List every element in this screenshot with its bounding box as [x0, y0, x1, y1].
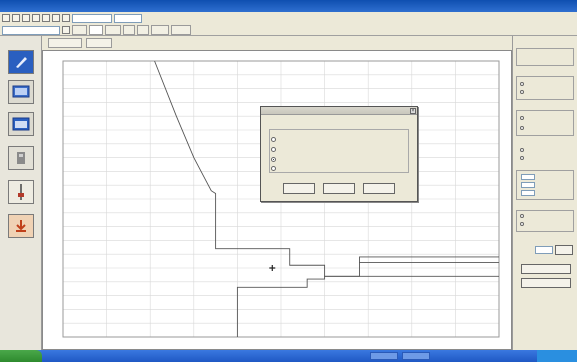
- dialog-option-3[interactable]: [271, 157, 279, 162]
- toolbar-tab-5[interactable]: [137, 25, 150, 35]
- options-dialog: ×: [260, 106, 418, 202]
- taskbar-item[interactable]: [370, 352, 398, 360]
- window-icon: [12, 117, 30, 131]
- close-icon[interactable]: ×: [410, 107, 416, 114]
- panel-group-1: [516, 48, 574, 66]
- panel-value-field[interactable]: [521, 182, 535, 188]
- dialog-titlebar: ×: [261, 107, 417, 115]
- toolbar-row-bottom: [2, 25, 192, 35]
- toolbar-tab-6[interactable]: [151, 25, 169, 35]
- device-icon: [17, 152, 25, 164]
- main-toolbar: [0, 12, 577, 36]
- toolbar-combo-secondary[interactable]: [114, 13, 142, 23]
- dialog-option-2[interactable]: [271, 147, 279, 152]
- open-icon[interactable]: [12, 14, 20, 22]
- panel-group-6: [516, 210, 574, 232]
- doc-tab-1[interactable]: [48, 38, 82, 48]
- project-selector[interactable]: [2, 25, 60, 35]
- panel-action-button[interactable]: [521, 264, 571, 274]
- zoom-icon[interactable]: [42, 14, 50, 22]
- cursor-marker-icon: [269, 265, 276, 271]
- toolbar-tab-1[interactable]: [72, 25, 87, 35]
- help-icon[interactable]: [62, 14, 70, 22]
- toolbar-row-top: [2, 13, 142, 23]
- toolbar-tab-4[interactable]: [122, 25, 136, 35]
- curve-series-3: [236, 275, 499, 337]
- doc-tab-2[interactable]: [86, 38, 112, 48]
- radio-icon: [271, 137, 276, 142]
- dropdown-icon[interactable]: [62, 26, 70, 34]
- radio-selected-icon: [271, 157, 276, 162]
- monitor-tool-button[interactable]: [8, 80, 34, 104]
- dialog-ok-button[interactable]: [283, 183, 315, 194]
- taskbar: [0, 350, 577, 362]
- radio-icon[interactable]: [520, 214, 524, 218]
- refresh-icon[interactable]: [52, 14, 60, 22]
- probe-tool-button[interactable]: [8, 180, 34, 204]
- radio-icon[interactable]: [520, 148, 524, 152]
- pen-icon: [16, 57, 27, 68]
- panel-group-5: [516, 170, 574, 200]
- panel-group-3: [516, 110, 574, 136]
- panel-value-field[interactable]: [521, 190, 535, 196]
- panel-action-button-2[interactable]: [521, 278, 571, 288]
- dialog-help-button[interactable]: [363, 183, 395, 194]
- radio-icon[interactable]: [520, 126, 524, 130]
- radio-icon[interactable]: [520, 90, 524, 94]
- save-icon[interactable]: [22, 14, 30, 22]
- taskbar-item[interactable]: [402, 352, 430, 360]
- start-button[interactable]: [0, 350, 42, 362]
- properties-panel: [512, 36, 577, 350]
- panel-apply-button[interactable]: [555, 245, 573, 255]
- dialog-option-1[interactable]: [271, 137, 279, 142]
- plot-frame: [62, 60, 500, 338]
- curve-series-2: [359, 256, 499, 263]
- chart-canvas[interactable]: [42, 50, 512, 350]
- dialog-cancel-button[interactable]: [323, 183, 355, 194]
- radio-icon: [271, 166, 276, 171]
- document-tab-strip: [42, 36, 512, 50]
- dialog-options-group: [269, 129, 409, 173]
- radio-icon: [271, 147, 276, 152]
- print-icon[interactable]: [32, 14, 40, 22]
- radio-icon[interactable]: [520, 82, 524, 86]
- radio-icon[interactable]: [520, 222, 524, 226]
- tool-panel: [0, 36, 42, 350]
- download-tool-button[interactable]: [8, 214, 34, 238]
- toolbar-tab-2[interactable]: [88, 25, 103, 35]
- window-titlebar: [0, 0, 577, 12]
- radio-icon[interactable]: [520, 156, 524, 160]
- radio-icon[interactable]: [520, 116, 524, 120]
- toolbar-combo[interactable]: [72, 13, 112, 23]
- panel-value-field[interactable]: [521, 174, 535, 180]
- device-tool-button[interactable]: [8, 146, 34, 170]
- probe-icon: [18, 184, 24, 200]
- download-icon: [16, 220, 26, 232]
- new-icon[interactable]: [2, 14, 10, 22]
- panel-number-input[interactable]: [535, 246, 553, 254]
- window-tool-button[interactable]: [8, 112, 34, 136]
- monitor-icon: [12, 85, 30, 98]
- curve-plot: [62, 60, 500, 338]
- pen-tool-button[interactable]: [8, 50, 34, 74]
- dialog-option-4[interactable]: [271, 166, 279, 171]
- panel-group-2: [516, 76, 574, 100]
- toolbar-tab-3[interactable]: [104, 25, 121, 35]
- toolbar-tab-7[interactable]: [170, 25, 192, 35]
- system-tray: [537, 350, 577, 362]
